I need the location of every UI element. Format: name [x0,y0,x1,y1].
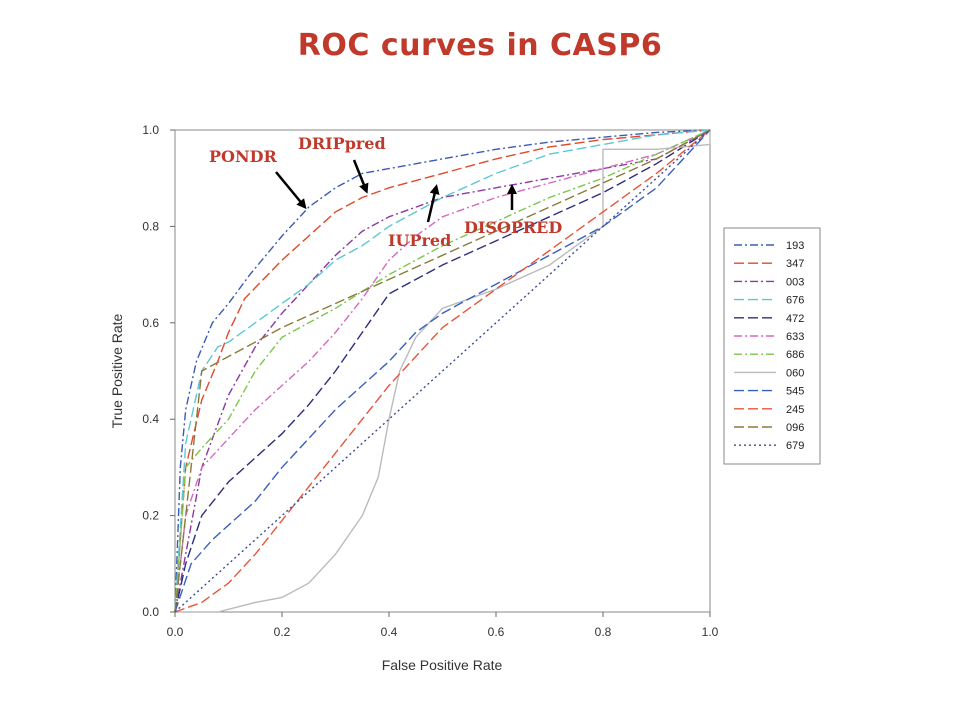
x-tick-label: 1.0 [702,625,719,639]
y-tick-label: 0.0 [142,605,159,619]
series-line-060 [175,130,711,613]
legend-label-003: 003 [786,276,804,288]
legend-label-545: 545 [786,386,804,398]
series-line-545 [174,129,711,613]
arrow-pondr [275,171,307,210]
x-tick-label: 0.0 [167,625,184,639]
legend-label-245: 245 [786,404,804,416]
y-tick-label: 0.6 [142,316,159,330]
axis-layer: 0.0 0.2 0.4 0.6 0.8 1.0 0.0 0.2 0.4 0.6 0.8 1.0 [142,123,718,639]
y-tick-label: 0.2 [142,509,159,523]
series-line-472 [174,129,711,613]
legend-label-193: 193 [786,240,804,252]
legend-label-676: 676 [786,295,804,307]
series-line-003 [174,129,711,613]
x-tick-label: 0.2 [274,625,291,639]
annotation-pondr: PONDR [209,147,277,166]
series-line-676 [174,129,711,613]
x-axis-label: False Positive Rate [382,657,503,673]
legend-box [723,227,821,465]
y-tick-label: 0.8 [142,219,159,233]
x-tick-label: 0.4 [381,625,398,639]
legend-label-472: 472 [786,313,804,325]
annotation-iupred: IUPred [388,231,451,250]
legend-items: 193 347 003 676 472 633 686 060 545 245 096 679 [734,240,804,452]
series-line-096 [174,129,711,613]
series-line-245 [174,129,711,613]
series-line-679 [174,129,711,613]
x-tick-label: 0.8 [595,625,612,639]
annotations: PONDR DRIPpred IUPred DISOPRED [209,134,562,250]
arrow-drippred [352,159,369,194]
annotation-disopred: DISOPRED [464,218,562,237]
annotation-drippred: DRIPpred [298,134,386,153]
arrow-iupred [426,184,440,223]
legend-label-679: 679 [786,440,804,452]
y-tick-label: 1.0 [142,123,159,137]
x-tick-label: 0.6 [488,625,505,639]
series-line-193 [174,129,711,613]
legend: 193 347 003 676 472 633 686 060 545 245 096 679 [723,227,821,465]
y-tick-label: 0.4 [142,412,159,426]
series-line-633 [174,129,711,613]
y-axis-label: True Positive Rate [109,313,125,428]
legend-label-347: 347 [786,258,804,270]
series-layer [174,129,711,613]
legend-label-060: 060 [786,367,804,379]
legend-label-633: 633 [786,331,804,343]
page-title: ROC curves in CASP6 [297,28,663,63]
legend-label-096: 096 [786,422,804,434]
legend-label-686: 686 [786,349,804,361]
series-line-347 [174,129,711,613]
